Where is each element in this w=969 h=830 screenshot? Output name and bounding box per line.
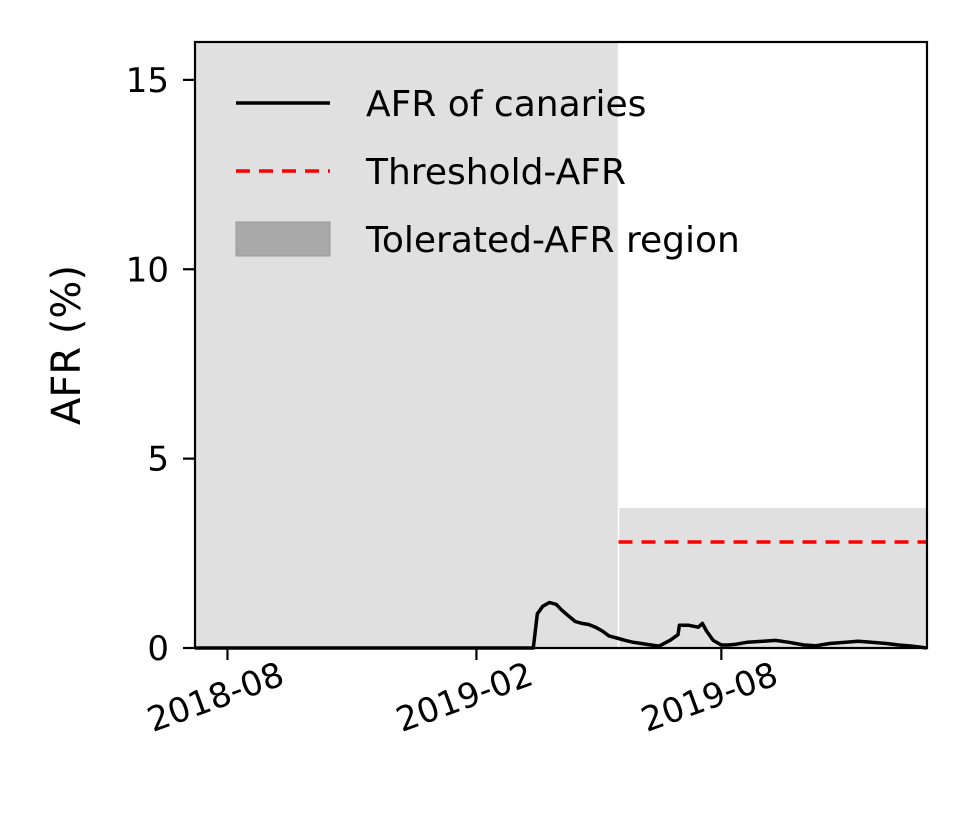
y-tick-label: 15 (126, 61, 169, 101)
legend-label: AFR of canaries (366, 84, 646, 125)
y-tick-label: 5 (147, 440, 169, 480)
tolerated-region-2 (618, 507, 927, 648)
x-tick-label: 2019-08 (636, 655, 783, 741)
series-layer (195, 600, 928, 650)
tolerated-regions (195, 42, 927, 648)
y-axis: 0 5 10 15 (126, 61, 195, 669)
legend-label: Threshold-AFR (365, 152, 626, 193)
legend-swatch-region (235, 221, 331, 257)
x-axis: 2018-08 2019-02 2019-08 (142, 648, 783, 741)
y-axis-label: AFR (%) (44, 265, 90, 425)
plot-frame (193, 40, 929, 650)
tolerated-region-1 (195, 42, 619, 648)
y-tick-label: 10 (126, 250, 169, 290)
series-line-1 (195, 600, 928, 650)
legend-label: Tolerated-AFR region (365, 220, 740, 261)
y-tick-label: 0 (147, 629, 169, 669)
legend: AFR of canaries Threshold-AFR Tolerated-AF… (235, 84, 740, 261)
x-tick-label: 2019-02 (391, 655, 538, 741)
